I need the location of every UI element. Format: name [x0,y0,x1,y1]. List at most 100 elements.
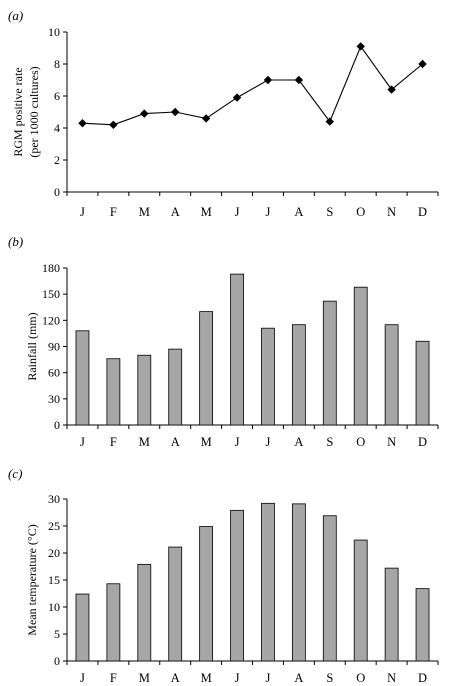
x-tick-label: D [418,205,427,219]
bar [384,324,399,426]
x-tick-label: A [294,671,303,685]
y-axis-label: Rainfall (mm) [25,312,39,380]
y-tick-label: 8 [54,57,60,71]
bar [106,358,121,426]
x-tick-label: A [294,205,303,219]
x-tick-label: S [326,205,333,219]
y-axis-label: (per 1000 cultures) [27,66,41,157]
bar [384,567,399,662]
y-tick-label: 0 [54,418,60,432]
y-tick-label: 20 [48,546,60,560]
x-tick-label: F [110,671,117,685]
bar [353,539,368,662]
bar [168,546,183,662]
x-tick-label: S [326,435,333,449]
x-tick-label: N [387,205,396,219]
panel-label: (a) [8,8,23,23]
bar [137,354,152,426]
bar [261,327,275,426]
y-tick-label: 150 [42,287,60,301]
y-tick-label: 60 [48,366,60,380]
bar [230,509,244,662]
y-tick-label: 0 [54,185,60,199]
y-tick-label: 30 [48,492,60,506]
data-point [232,93,242,102]
data-point [387,85,396,94]
x-tick-label: J [80,671,85,685]
bar [168,348,183,426]
y-tick-label: 15 [48,573,60,587]
x-tick-label: O [356,205,365,219]
bar [261,502,275,662]
y-axis-label: Mean temperature (°C) [25,524,39,635]
series-line [82,45,423,126]
x-tick-label: M [201,671,212,685]
bar [353,286,368,426]
panel-c: (c) 0 5 10 15 20 25 30 J F M A M J J A S O N D Mean temperat… [8,466,439,685]
bar [415,340,430,426]
y-tick-label: 25 [48,519,60,533]
x-tick-label: F [110,435,117,449]
x-tick-label: J [235,205,240,219]
data-point [140,109,149,118]
x-tick-label: A [294,435,303,449]
x-tick-label: M [139,435,150,449]
bar [230,273,244,426]
y-tick-label: 180 [42,261,60,275]
y-tick-label: 4 [54,121,60,135]
x-tick-label: J [235,671,240,685]
panel-b: (b) 0 30 60 90 120 150 180 J F M A M J J A S O N D Rainfall … [8,234,439,449]
x-tick-label: D [418,671,427,685]
data-point [325,117,334,126]
x-tick-label: J [80,205,85,219]
panel-label: (c) [8,466,22,481]
x-tick-label: M [139,205,150,219]
x-tick-label: M [201,435,212,449]
data-point [294,75,304,85]
data-point [78,119,87,128]
y-tick-label: 6 [54,89,60,103]
bar [291,503,306,662]
y-tick-label: 5 [54,627,60,641]
data-point [356,42,365,51]
x-tick-label: S [326,671,333,685]
bar [137,563,152,662]
y-tick-label: 90 [48,340,60,354]
panel-label: (b) [8,234,23,249]
y-tick-label: 30 [48,392,60,406]
bar [75,593,90,662]
y-tick-label: 2 [54,153,60,167]
bar [199,311,214,426]
x-tick-label: M [139,671,150,685]
y-tick-label: 120 [42,313,60,327]
data-point [201,114,211,123]
bar [199,526,214,662]
y-axis-label: RGM positive rate [11,67,25,156]
x-tick-label: J [266,435,271,449]
data-point [418,59,427,69]
x-tick-label: A [171,435,180,449]
bar [322,300,337,426]
x-tick-label: N [387,671,396,685]
data-point [263,75,273,85]
bar [291,324,306,426]
x-tick-label: F [110,205,117,219]
x-tick-label: M [201,205,212,219]
bar [106,583,121,662]
x-tick-label: N [387,435,396,449]
data-point [171,107,180,117]
y-tick-label: 10 [48,25,60,39]
y-tick-label: 10 [48,600,60,614]
x-tick-label: J [235,435,240,449]
x-tick-label: A [171,671,180,685]
bar [322,515,337,662]
data-point [109,120,118,129]
bar [75,330,90,426]
x-tick-label: O [356,671,365,685]
panel-a: (a) 0 2 4 6 8 10 J F M A M J J A S O N D RGM positive rate(… [8,8,439,219]
bar [415,588,430,662]
x-tick-label: O [356,435,365,449]
x-tick-label: J [80,435,85,449]
